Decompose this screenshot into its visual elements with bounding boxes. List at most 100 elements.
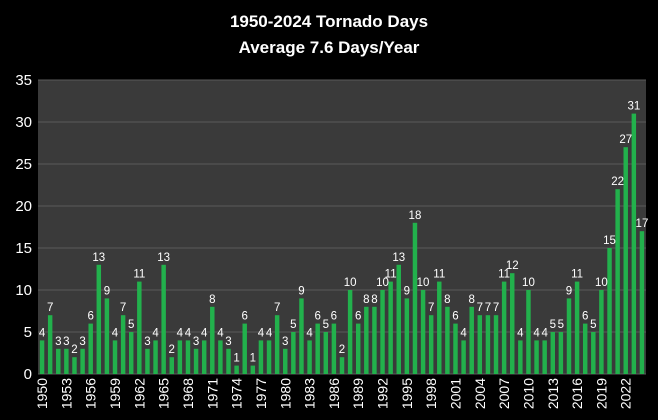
bar-1954 xyxy=(72,357,77,374)
data-label-1987: 2 xyxy=(339,344,345,356)
chart-title: 1950-2024 Tornado Days xyxy=(230,12,428,31)
bar-1989 xyxy=(355,323,361,374)
bar-2022 xyxy=(623,147,628,374)
y-tick-label: 25 xyxy=(15,156,32,173)
x-tick-label: 2013 xyxy=(545,378,561,409)
bar-1991 xyxy=(372,306,377,374)
data-label-1986: 6 xyxy=(331,311,337,323)
data-label-2009: 4 xyxy=(517,327,524,339)
bar-1978 xyxy=(266,340,272,374)
data-label-1980: 3 xyxy=(282,336,288,348)
data-label-1974: 1 xyxy=(233,353,239,365)
x-tick-label: 1953 xyxy=(58,378,74,409)
data-label-2021: 22 xyxy=(611,176,624,188)
x-tick-label: 1995 xyxy=(399,378,415,409)
bar-2004 xyxy=(477,315,483,374)
bar-2018 xyxy=(591,332,596,374)
bar-1981 xyxy=(291,332,296,374)
data-label-1955: 3 xyxy=(79,336,85,348)
bar-1983 xyxy=(307,340,312,374)
data-label-2014: 5 xyxy=(558,319,564,331)
data-label-2000: 8 xyxy=(444,294,450,306)
bar-1990 xyxy=(364,306,369,374)
x-tick-label: 2001 xyxy=(447,378,463,409)
bar-2011 xyxy=(534,340,539,374)
data-label-1960: 7 xyxy=(120,302,126,314)
bar-2019 xyxy=(599,290,604,374)
bars xyxy=(39,113,645,374)
bar-1977 xyxy=(258,340,264,374)
bar-1952 xyxy=(56,348,61,374)
bar-1985 xyxy=(323,332,329,374)
data-label-1991: 8 xyxy=(371,294,377,306)
data-label-1979: 7 xyxy=(274,302,280,314)
data-label-2016: 11 xyxy=(571,269,583,281)
bar-2023 xyxy=(631,113,637,374)
bar-2000 xyxy=(445,306,450,374)
y-tick-label: 35 xyxy=(15,72,32,89)
x-tick-label: 1989 xyxy=(350,378,366,409)
x-tick-label: 1992 xyxy=(375,378,391,409)
bar-1997 xyxy=(420,290,426,374)
data-label-2013: 5 xyxy=(550,319,556,331)
bar-2024 xyxy=(639,231,645,374)
bar-1999 xyxy=(437,281,442,374)
bar-1958 xyxy=(104,298,110,374)
x-tick-label: 1980 xyxy=(277,378,293,409)
data-label-1998: 7 xyxy=(428,302,434,314)
data-label-1996: 18 xyxy=(409,210,422,222)
x-tick-label: 2007 xyxy=(496,378,512,409)
data-label-1950: 4 xyxy=(39,327,46,339)
data-label-1959: 4 xyxy=(112,327,119,339)
x-tick-label: 1974 xyxy=(229,378,245,409)
bar-1980 xyxy=(283,348,288,374)
bar-1993 xyxy=(388,281,393,374)
bar-1957 xyxy=(96,264,102,374)
bar-1973 xyxy=(226,348,231,374)
bar-2013 xyxy=(550,332,555,374)
y-tick-label: 30 xyxy=(15,114,32,131)
x-tick-label: 1959 xyxy=(107,378,123,409)
data-label-1984: 6 xyxy=(314,311,320,323)
data-label-1968: 4 xyxy=(185,327,192,339)
data-label-1982: 9 xyxy=(298,285,304,297)
x-tick-label: 2016 xyxy=(569,378,585,409)
data-label-1970: 4 xyxy=(201,327,208,339)
bar-2014 xyxy=(558,332,564,374)
bar-1982 xyxy=(299,298,304,374)
bar-2021 xyxy=(615,189,620,374)
bar-1979 xyxy=(274,315,280,374)
bar-2012 xyxy=(542,340,547,374)
bar-2006 xyxy=(493,315,499,374)
data-label-1978: 4 xyxy=(266,327,273,339)
x-tick-label: 2010 xyxy=(520,378,536,409)
data-label-2023: 31 xyxy=(627,101,640,113)
data-label-1992: 10 xyxy=(376,277,389,289)
bar-2005 xyxy=(485,315,491,374)
data-label-1962: 11 xyxy=(133,269,145,281)
data-label-2008: 12 xyxy=(506,260,519,272)
data-label-2006: 7 xyxy=(493,302,499,314)
bar-1987 xyxy=(339,357,345,374)
data-label-1985: 5 xyxy=(323,319,329,331)
bar-1969 xyxy=(193,348,199,374)
bar-2009 xyxy=(518,340,523,374)
bar-1956 xyxy=(88,323,93,374)
data-label-1981: 5 xyxy=(290,319,296,331)
data-label-1958: 9 xyxy=(104,285,110,297)
bar-1988 xyxy=(347,290,353,374)
bar-2002 xyxy=(461,340,466,374)
bar-1992 xyxy=(380,290,385,374)
bar-1971 xyxy=(210,306,215,374)
bar-1967 xyxy=(177,340,183,374)
data-label-1993: 11 xyxy=(385,269,397,281)
y-axis-ticks: 0 5 10 15 20 25 30 35 xyxy=(15,72,32,383)
bar-1974 xyxy=(234,365,239,374)
data-label-2002: 4 xyxy=(460,327,467,339)
chart-subtitle: Average 7.6 Days/Year xyxy=(239,38,420,57)
x-axis-ticks: 1950 1953 1956 1959 1962 1965 1968 1971 1974 1977… xyxy=(34,378,634,409)
bar-1960 xyxy=(120,315,126,374)
bar-1986 xyxy=(331,323,337,374)
data-label-1963: 3 xyxy=(144,336,150,348)
data-label-1988: 10 xyxy=(344,277,357,289)
